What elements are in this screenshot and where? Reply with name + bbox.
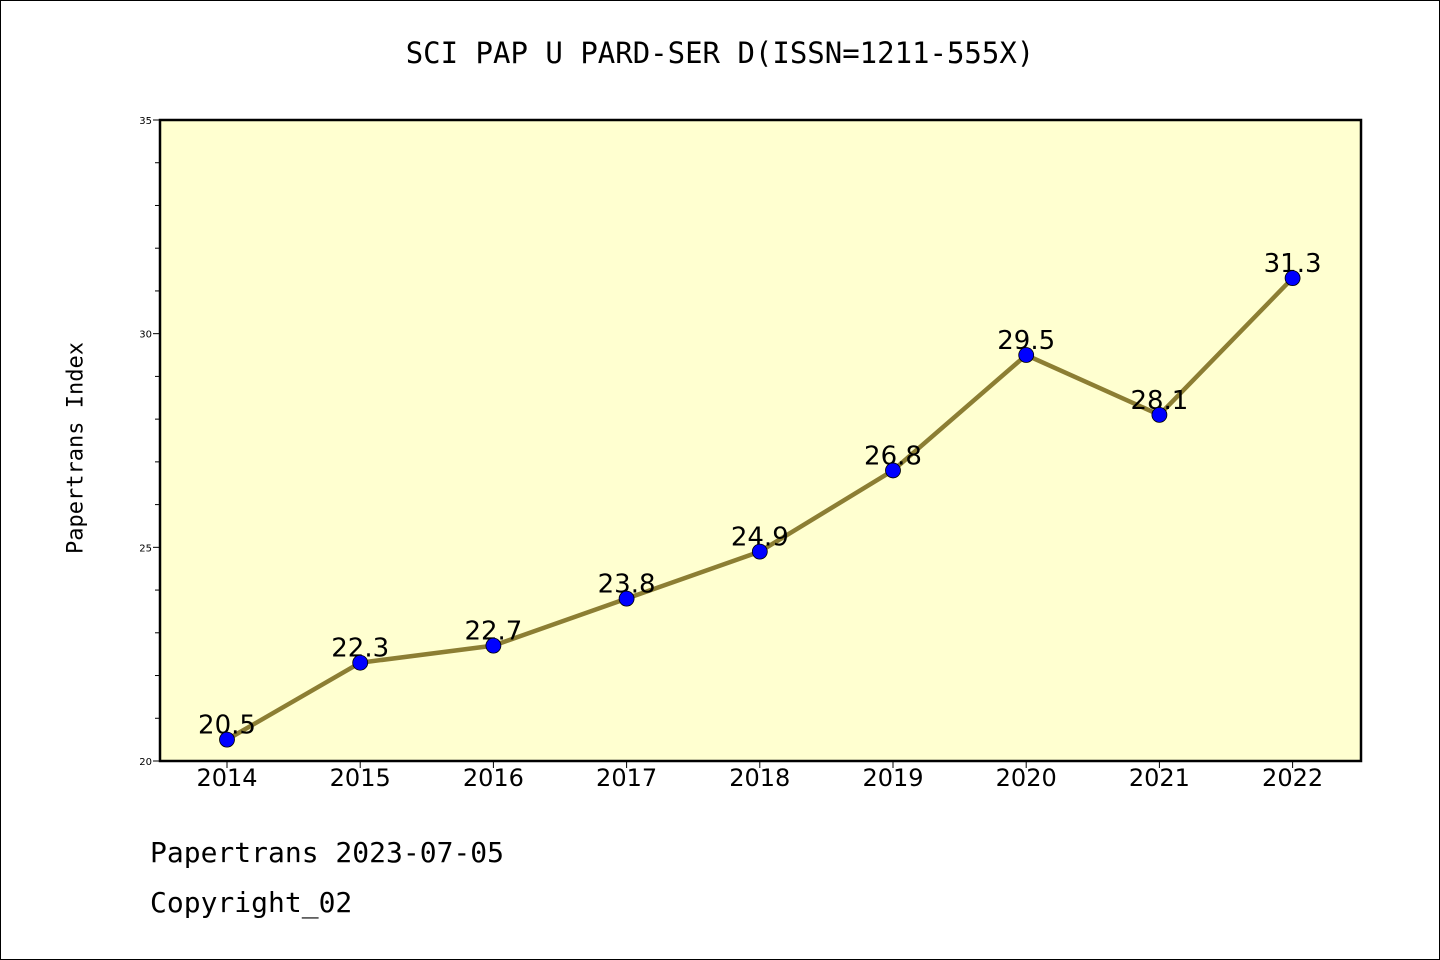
data-point — [485, 637, 502, 654]
data-point — [618, 590, 635, 607]
chart-title: SCI PAP U PARD-SER D(ISSN=1211-555X) — [405, 36, 1035, 70]
plot-background — [158, 118, 1363, 763]
x-tick-label: 2022 — [1262, 764, 1323, 792]
y-tick-label: 35 — [139, 116, 152, 127]
x-tick-label: 2015 — [330, 764, 391, 792]
data-point — [1284, 270, 1301, 287]
x-tick-label: 2021 — [1129, 764, 1190, 792]
footer-date: Papertrans 2023-07-05 — [150, 836, 505, 869]
x-tick-label: 2014 — [196, 764, 257, 792]
y-tick-label: 30 — [139, 330, 152, 341]
x-tick-label: 2016 — [463, 764, 524, 792]
footer-copyright: Copyright_02 — [150, 886, 353, 919]
y-tick-label: 20 — [139, 757, 152, 768]
data-point — [219, 731, 235, 748]
x-tick-label: 2019 — [862, 764, 923, 792]
data-point — [1018, 347, 1035, 363]
x-tick-label: 2017 — [596, 764, 657, 792]
data-point — [885, 462, 901, 479]
data-point — [1151, 406, 1168, 423]
x-tick-label: 2020 — [996, 764, 1057, 792]
y-tick-label: 25 — [139, 543, 152, 554]
data-point — [751, 543, 768, 560]
x-tick-label: 2018 — [729, 764, 790, 792]
data-point — [352, 654, 369, 671]
